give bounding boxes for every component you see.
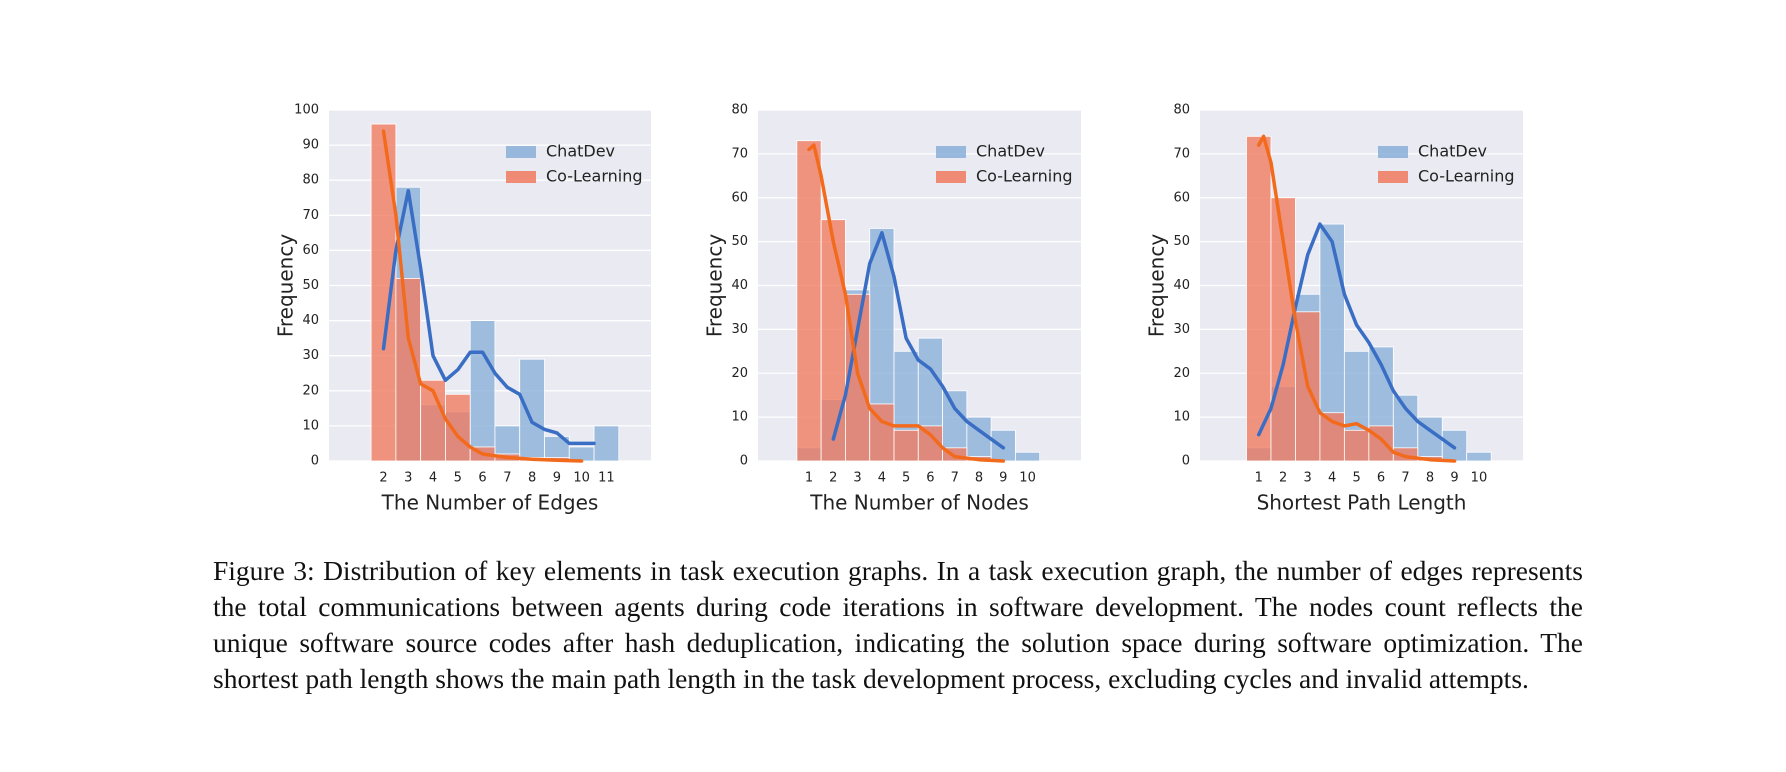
caption: Figure 3: Distribution of key elements i… [213, 555, 1583, 694]
bar [1015, 451, 1041, 462]
legend-swatch [1378, 146, 1408, 158]
y-tick-label: 0 [311, 454, 319, 469]
x-tick-label: 7 [503, 471, 511, 486]
x-tick-label: 4 [1328, 471, 1336, 486]
y-tick-label: 80 [302, 173, 319, 188]
legend-swatch [506, 146, 536, 158]
y-tick-label: 50 [302, 278, 319, 293]
x-tick-label: 4 [429, 471, 437, 486]
x-tick-label: 7 [951, 471, 959, 486]
legend-label: ChatDev [976, 142, 1045, 161]
bar [568, 446, 595, 462]
x-tick-label: 7 [1401, 471, 1409, 486]
x-tick-label: 6 [1377, 471, 1385, 486]
x-tick-label: 9 [1450, 471, 1458, 486]
y-tick-label: 40 [302, 313, 319, 328]
legend-label: ChatDev [546, 142, 615, 161]
y-tick-label: 40 [1173, 278, 1190, 293]
x-tick-label: 10 [1019, 471, 1036, 486]
legend-label: ChatDev [1418, 142, 1487, 161]
y-tick-label: 30 [1173, 322, 1190, 337]
kde-line [381, 129, 584, 463]
y-tick-label: 50 [1173, 234, 1190, 249]
x-tick-label: 3 [404, 471, 412, 486]
x-tick-label: 9 [999, 471, 1007, 486]
y-tick-label: 60 [731, 190, 748, 205]
x-tick-label: 1 [1255, 471, 1263, 486]
bar [445, 393, 471, 462]
y-tick-label: 10 [731, 410, 748, 425]
bar [1246, 135, 1272, 462]
y-tick-label: 70 [731, 146, 748, 161]
kde-line [381, 188, 596, 446]
x-tick-label: 6 [478, 471, 486, 486]
x-tick-label: 2 [379, 471, 387, 486]
x-axis-title: The Number of Nodes [809, 491, 1029, 515]
x-tick-label: 8 [975, 471, 983, 486]
y-tick-label: 20 [302, 383, 319, 398]
y-tick-label: 90 [302, 138, 319, 153]
kde-line [1256, 134, 1457, 463]
bar [1343, 429, 1370, 462]
y-tick-label: 40 [731, 278, 748, 293]
bar [820, 219, 846, 462]
bar [519, 358, 545, 462]
bar [1466, 451, 1492, 462]
y-tick-label: 30 [731, 322, 748, 337]
y-tick-label: 10 [1173, 410, 1190, 425]
x-tick-label: 5 [454, 471, 462, 486]
y-tick-label: 10 [302, 418, 319, 433]
y-tick-label: 80 [1173, 103, 1190, 118]
bar [469, 320, 496, 462]
x-tick-label: 5 [1352, 471, 1360, 486]
x-tick-label: 6 [926, 471, 934, 486]
y-tick-label: 60 [1173, 190, 1190, 205]
x-tick-label: 8 [528, 471, 536, 486]
x-axis-title: Shortest Path Length [1257, 491, 1467, 515]
y-axis-title: Frequency [274, 234, 298, 337]
y-tick-label: 0 [740, 454, 748, 469]
y-tick-label: 20 [731, 366, 748, 381]
x-tick-label: 3 [1304, 471, 1312, 486]
y-tick-label: 60 [302, 243, 319, 258]
legend-swatch [936, 171, 966, 183]
bar [893, 429, 919, 462]
kde-line [807, 143, 1006, 463]
legend-swatch [936, 146, 966, 158]
x-axis-title: The Number of Edges [381, 491, 599, 515]
kde-line [1256, 222, 1457, 450]
bar [796, 140, 822, 462]
x-tick-label: 10 [1471, 471, 1488, 486]
y-tick-label: 30 [302, 348, 319, 363]
y-tick-label: 100 [294, 103, 319, 118]
x-tick-label: 5 [902, 471, 910, 486]
legend-label: Co-Learning [1418, 167, 1515, 186]
legend-label: Co-Learning [546, 167, 643, 186]
x-tick-label: 2 [1279, 471, 1287, 486]
x-tick-label: 10 [573, 471, 590, 486]
x-tick-label: 11 [598, 471, 615, 486]
bar [593, 425, 620, 462]
y-axis-title: Frequency [703, 234, 727, 337]
x-tick-label: 8 [1426, 471, 1434, 486]
y-tick-label: 20 [1173, 366, 1190, 381]
legend-swatch [1378, 171, 1408, 183]
legend-swatch [506, 171, 536, 183]
kde-line [831, 231, 1006, 450]
x-tick-label: 2 [829, 471, 837, 486]
x-tick-label: 9 [553, 471, 561, 486]
y-tick-label: 50 [731, 234, 748, 249]
y-tick-label: 80 [731, 103, 748, 118]
y-tick-label: 0 [1182, 454, 1190, 469]
y-tick-label: 70 [1173, 146, 1190, 161]
x-tick-label: 3 [853, 471, 861, 486]
x-tick-label: 1 [805, 471, 813, 486]
y-axis-title: Frequency [1145, 234, 1169, 337]
y-tick-label: 70 [302, 208, 319, 223]
x-tick-label: 4 [878, 471, 886, 486]
legend-label: Co-Learning [976, 167, 1073, 186]
